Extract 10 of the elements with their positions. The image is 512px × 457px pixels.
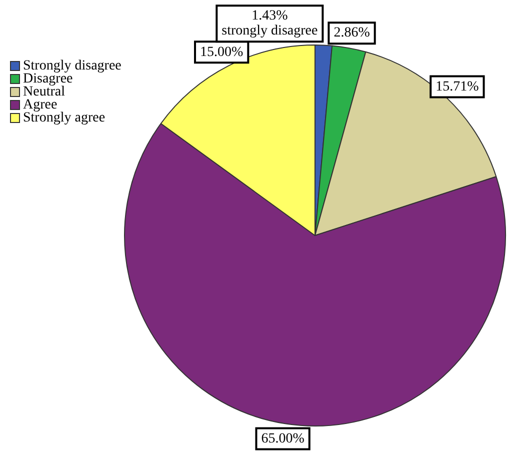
data-label: 65.00% — [261, 431, 305, 446]
data-label: 15.00% — [200, 44, 244, 60]
legend-label: Disagree — [23, 72, 73, 87]
legend-label: Strongly agree — [23, 110, 106, 126]
data-label: 1.43% strongly disagree — [222, 8, 318, 39]
legend-label: Strongly disagree — [23, 58, 122, 74]
data-label: 15.71% — [436, 79, 480, 94]
legend-label: Neutral — [23, 84, 66, 100]
data-label: 2.86% — [334, 26, 370, 41]
legend-label: Agree — [23, 98, 58, 113]
